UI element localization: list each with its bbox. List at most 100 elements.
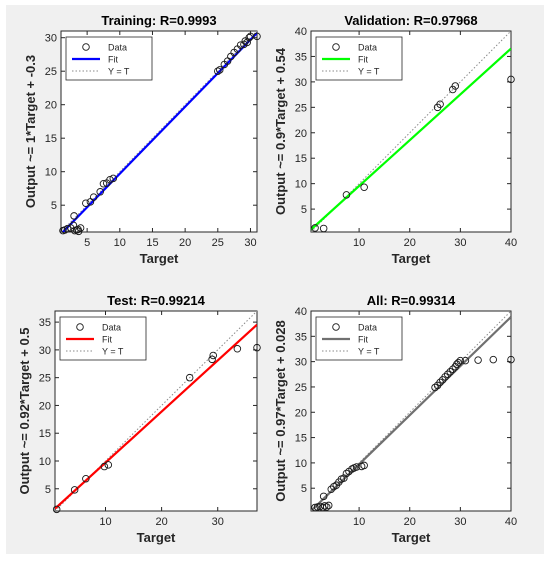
- legend: Data Fit Y = T: [315, 36, 403, 81]
- legend-entry: Y = T: [102, 347, 124, 357]
- data-point: [507, 75, 515, 84]
- chart-panel: 5 10 15 20 25 30 5 10 15 20 25 30 Training: R=0.9993…: [23, 13, 261, 266]
- data-point: [324, 501, 333, 510]
- data-point: [72, 226, 81, 234]
- data-point: [89, 193, 98, 201]
- y-tick-label: 15: [295, 153, 307, 165]
- legend: Data Fit Y = T: [315, 316, 403, 361]
- identity-line: [61, 31, 257, 232]
- data-point: [245, 33, 253, 42]
- data-point: [474, 356, 482, 364]
- data-point: [104, 461, 113, 469]
- y-tick-label: 40: [295, 26, 307, 38]
- data-point: [319, 492, 328, 501]
- y-tick-label: 20: [295, 407, 307, 419]
- data-point: [441, 373, 449, 381]
- data-point: [185, 373, 194, 382]
- y-tick-label: 10: [295, 179, 307, 191]
- y-tick-label: 15: [39, 428, 51, 440]
- x-tick-label: 30: [454, 516, 466, 528]
- data-point: [436, 378, 444, 387]
- y-tick-label: 35: [39, 317, 51, 329]
- data-point: [209, 351, 217, 360]
- data-point: [313, 503, 322, 511]
- chart-panel: 10 20 30 40 5 10 15 20 25 30 35 40 Validation: R=0.9…: [273, 13, 517, 266]
- data-point: [106, 175, 114, 184]
- legend-entry: Y = T: [358, 347, 380, 357]
- legend-entry: Fit: [358, 55, 368, 65]
- x-tick-label: 30: [454, 237, 466, 249]
- x-tick-label: 10: [114, 237, 126, 249]
- legend-entry: Y = T: [358, 67, 380, 77]
- data-point: [340, 474, 348, 482]
- data-point: [76, 224, 85, 232]
- legend: Data Fit Y = T: [59, 316, 147, 361]
- y-tick-label: 20: [39, 400, 51, 412]
- data-point: [214, 67, 222, 75]
- x-tick-label: 25: [212, 237, 224, 249]
- data-point: [461, 356, 470, 365]
- y-tick-label: 25: [39, 373, 51, 385]
- y-tick-label: 35: [295, 51, 307, 63]
- x-tick-label: 40: [505, 237, 517, 249]
- legend-box: [315, 36, 403, 81]
- y-tick-label: 20: [295, 128, 307, 140]
- x-tick-label: 20: [404, 237, 416, 249]
- x-tick-label: 30: [212, 516, 224, 528]
- x-axis-label: Target: [392, 530, 431, 545]
- legend-entry: Y = T: [108, 67, 130, 77]
- chart-panel: 10 20 30 40 5 10 15 20 25 30 35 40 All: R=0.99314 Tar…: [273, 293, 517, 545]
- data-point: [99, 180, 108, 188]
- chart-title: Training: R=0.9993: [101, 13, 216, 28]
- y-axis-label: Output ~= 0.97*Target + 0.028: [273, 320, 288, 501]
- y-axis-label: Output ~= 0.9*Target + 0.54: [273, 47, 288, 215]
- y-tick-label: 10: [39, 456, 51, 468]
- y-tick-label: 40: [295, 306, 307, 318]
- chart-title: All: R=0.99314: [367, 293, 456, 308]
- data-point: [454, 358, 463, 367]
- x-axis-label: Target: [137, 530, 176, 545]
- x-tick-label: 20: [155, 516, 167, 528]
- data-point: [208, 355, 216, 364]
- data-point: [109, 174, 118, 183]
- data-point: [216, 66, 224, 74]
- x-tick-label: 20: [404, 516, 416, 528]
- y-tick-label: 30: [45, 33, 57, 45]
- data-point: [311, 224, 319, 232]
- y-axis-label: Output ~= 0.92*Target + 0.5: [17, 327, 32, 494]
- y-tick-label: 30: [295, 77, 307, 89]
- x-axis-label: Target: [392, 251, 431, 266]
- data-point: [507, 355, 515, 364]
- data-point: [436, 100, 444, 109]
- legend-marker-data: [332, 323, 340, 331]
- data-point: [82, 199, 90, 207]
- legend-marker-data: [76, 323, 84, 331]
- data-point: [443, 370, 452, 379]
- data-point: [342, 469, 351, 478]
- y-tick-label: 10: [45, 167, 57, 179]
- legend-entry: Fit: [108, 55, 118, 65]
- legend-entry: Fit: [102, 335, 112, 345]
- data-point: [360, 461, 368, 470]
- legend-entry: Fit: [358, 335, 368, 345]
- data-point: [70, 212, 78, 220]
- data-point: [319, 224, 328, 233]
- data-point: [100, 462, 109, 471]
- data-point: [253, 343, 261, 352]
- data-point: [243, 38, 251, 47]
- x-tick-label: 40: [505, 516, 517, 528]
- data-point: [82, 475, 90, 483]
- y-tick-label: 25: [45, 66, 57, 78]
- legend-marker-data: [332, 43, 340, 51]
- legend: Data Fit Y = T: [65, 36, 153, 81]
- y-tick-label: 5: [51, 200, 57, 212]
- data-point: [311, 503, 319, 512]
- legend-entry: Data: [102, 323, 121, 333]
- data-point: [456, 356, 465, 365]
- data-point: [352, 463, 361, 471]
- y-tick-label: 25: [295, 382, 307, 394]
- y-tick-label: 35: [295, 331, 307, 343]
- data-point: [96, 188, 104, 196]
- data-point: [342, 191, 351, 199]
